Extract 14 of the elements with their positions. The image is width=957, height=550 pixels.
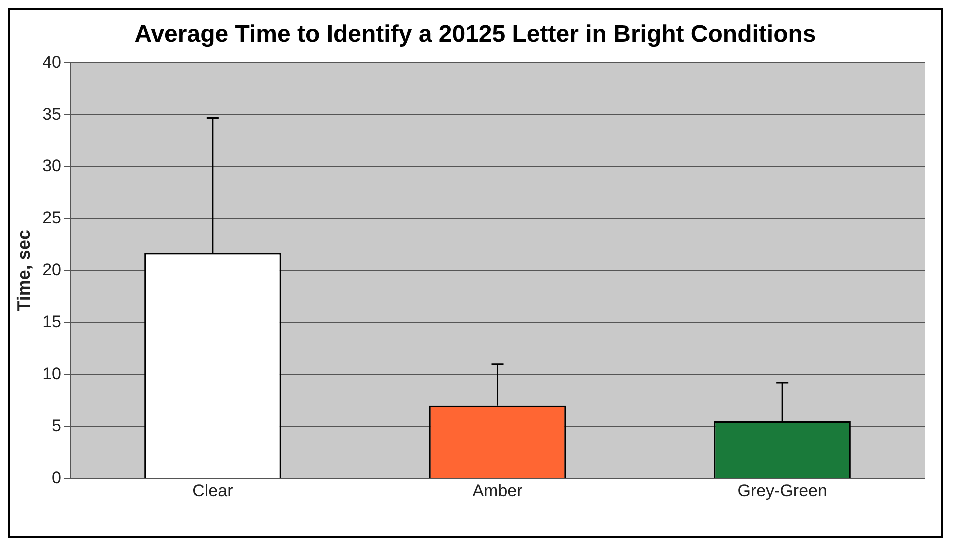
y-tick-label: 25 <box>42 208 62 228</box>
x-tick-label: Amber <box>472 481 524 500</box>
x-tick-label: Clear <box>192 481 234 500</box>
y-tick-label: 15 <box>42 312 62 332</box>
y-tick-label: 20 <box>42 260 62 280</box>
y-tick-label: 5 <box>52 416 62 436</box>
y-tick-label: 0 <box>52 468 62 488</box>
y-tick-label: 40 <box>42 52 62 72</box>
chart-title: Average Time to Identify a 20125 Letter in Bright Conditions <box>134 20 818 50</box>
y-tick-label: 10 <box>42 364 62 384</box>
y-axis-title: Time, sec <box>14 230 34 312</box>
y-tick-label: 30 <box>42 156 62 176</box>
x-tick-label: Grey-Green <box>738 481 828 500</box>
y-tick-label: 35 <box>42 104 62 124</box>
